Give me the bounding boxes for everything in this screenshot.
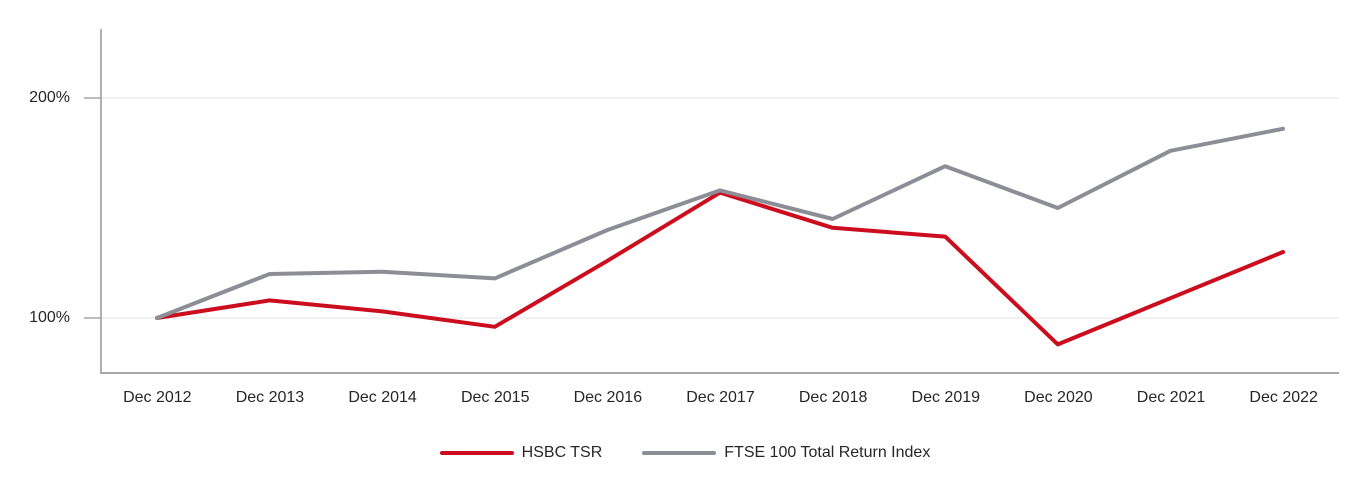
x-tick-label: Dec 2019 xyxy=(911,389,981,406)
x-tick-label: Dec 2017 xyxy=(686,389,755,406)
legend-item-hsbc-tsr: HSBC TSR xyxy=(439,444,603,462)
x-tick-label: Dec 2016 xyxy=(573,389,643,406)
x-tick-label: Dec 2022 xyxy=(1249,389,1318,406)
x-tick-label: Dec 2013 xyxy=(235,389,305,406)
x-tick-label: Dec 2020 xyxy=(1024,389,1093,406)
ftse-100-legend-label: FTSE 100 Total Return Index xyxy=(724,444,931,461)
x-tick-label: Dec 2014 xyxy=(348,389,417,406)
x-tick-label: Dec 2018 xyxy=(798,389,868,406)
legend: HSBC TSR FTSE 100 Total Return Index xyxy=(0,444,1370,462)
y-tick-label-200: 200% xyxy=(29,89,70,106)
ftse-100-line xyxy=(155,126,1285,320)
x-tick-label: Dec 2012 xyxy=(123,389,192,406)
hsbc-tsr-line xyxy=(155,190,1285,347)
legend-item-ftse-100: FTSE 100 Total Return Index xyxy=(642,444,930,462)
x-axis-labels: Dec 2012 Dec 2013 Dec 2014 Dec 2015 Dec … xyxy=(101,388,1340,408)
hsbc-tsr-swatch xyxy=(439,451,514,455)
ftse-100-swatch xyxy=(642,451,717,455)
x-tick-label: Dec 2015 xyxy=(460,389,530,406)
y-tick-label-100: 100% xyxy=(29,309,70,326)
x-tick-label: Dec 2021 xyxy=(1136,389,1206,406)
hsbc-tsr-legend-label: HSBC TSR xyxy=(521,444,603,461)
